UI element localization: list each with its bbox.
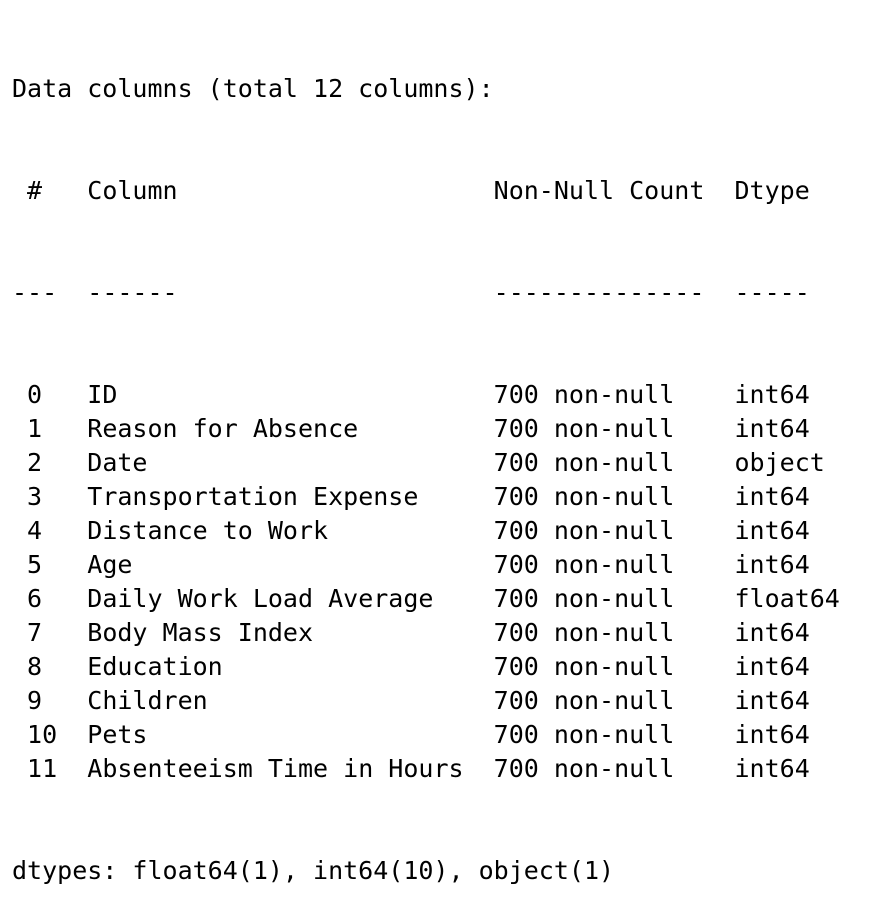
row-non-null-count: 700 non-null — [493, 482, 735, 511]
info-header: Data columns (total 12 columns): — [12, 74, 494, 103]
row-column-name: ID — [87, 380, 494, 409]
row-column-name: Age — [87, 550, 494, 579]
row-index: 3 — [12, 482, 88, 511]
row-dtype: int64 — [734, 754, 810, 783]
row-index: 0 — [12, 380, 88, 409]
column-row: 5 Age 700 non-null int64 — [12, 548, 840, 582]
row-column-name: Daily Work Load Average — [87, 584, 494, 613]
row-index: 9 — [12, 686, 88, 715]
row-dtype: int64 — [734, 516, 810, 545]
column-row: 1 Reason for Absence 700 non-null int64 — [12, 412, 840, 446]
row-non-null-count: 700 non-null — [493, 516, 735, 545]
row-non-null-count: 700 non-null — [493, 652, 735, 681]
row-non-null-count: 700 non-null — [493, 686, 735, 715]
row-column-name: Children — [87, 686, 494, 715]
column-row: 6 Daily Work Load Average 700 non-null f… — [12, 582, 840, 616]
separator-dtype: ----- — [734, 278, 810, 307]
row-index: 5 — [12, 550, 88, 579]
row-index: 4 — [12, 516, 88, 545]
row-dtype: int64 — [734, 414, 810, 443]
column-row: 4 Distance to Work 700 non-null int64 — [12, 514, 840, 548]
column-row: 11 Absenteeism Time in Hours 700 non-nul… — [12, 752, 840, 786]
row-dtype: int64 — [734, 652, 810, 681]
row-column-name: Education — [87, 652, 494, 681]
row-index: 10 — [12, 720, 88, 749]
row-dtype: int64 — [734, 686, 810, 715]
row-index: 2 — [12, 448, 88, 477]
header-dtype: Dtype — [734, 176, 810, 205]
row-dtype: int64 — [734, 482, 810, 511]
row-dtype: object — [734, 448, 825, 477]
header-index: # — [12, 176, 88, 205]
row-column-name: Reason for Absence — [87, 414, 494, 443]
row-column-name: Body Mass Index — [87, 618, 494, 647]
row-index: 11 — [12, 754, 88, 783]
column-row: 2 Date 700 non-null object — [12, 446, 840, 480]
row-non-null-count: 700 non-null — [493, 618, 735, 647]
column-row: 8 Education 700 non-null int64 — [12, 650, 840, 684]
row-dtype: int64 — [734, 618, 810, 647]
row-non-null-count: 700 non-null — [493, 380, 735, 409]
row-index: 1 — [12, 414, 88, 443]
row-non-null-count: 700 non-null — [493, 448, 735, 477]
column-row: 0 ID 700 non-null int64 — [12, 378, 840, 412]
row-dtype: int64 — [734, 720, 810, 749]
row-column-name: Absenteeism Time in Hours — [87, 754, 494, 783]
column-row: 3 Transportation Expense 700 non-null in… — [12, 480, 840, 514]
header-column: Column — [87, 176, 494, 205]
column-header-row: # Column Non-Null Count Dtype — [12, 174, 840, 208]
separator-count: -------------- — [493, 278, 735, 307]
row-non-null-count: 700 non-null — [493, 584, 735, 613]
dataframe-info-output: Data columns (total 12 columns): # Colum… — [12, 4, 840, 922]
row-dtype: int64 — [734, 550, 810, 579]
row-dtype: float64 — [734, 584, 840, 613]
row-column-name: Transportation Expense — [87, 482, 494, 511]
row-index: 6 — [12, 584, 88, 613]
row-index: 8 — [12, 652, 88, 681]
dtypes-summary: dtypes: float64(1), int64(10), object(1) — [12, 856, 615, 885]
column-row: 7 Body Mass Index 700 non-null int64 — [12, 616, 840, 650]
column-row: 10 Pets 700 non-null int64 — [12, 718, 840, 752]
row-column-name: Distance to Work — [87, 516, 494, 545]
separator-row: --- ------ -------------- ----- — [12, 276, 840, 310]
row-index: 7 — [12, 618, 88, 647]
row-non-null-count: 700 non-null — [493, 754, 735, 783]
row-non-null-count: 700 non-null — [493, 550, 735, 579]
row-non-null-count: 700 non-null — [493, 414, 735, 443]
row-non-null-count: 700 non-null — [493, 720, 735, 749]
separator-column: ------ — [87, 278, 494, 307]
separator-index: --- — [12, 278, 88, 307]
row-dtype: int64 — [734, 380, 810, 409]
header-count: Non-Null Count — [493, 176, 735, 205]
column-rows: 0 ID 700 non-null int64 1 Reason for Abs… — [12, 378, 840, 786]
row-column-name: Pets — [87, 720, 494, 749]
column-row: 9 Children 700 non-null int64 — [12, 684, 840, 718]
row-column-name: Date — [87, 448, 494, 477]
